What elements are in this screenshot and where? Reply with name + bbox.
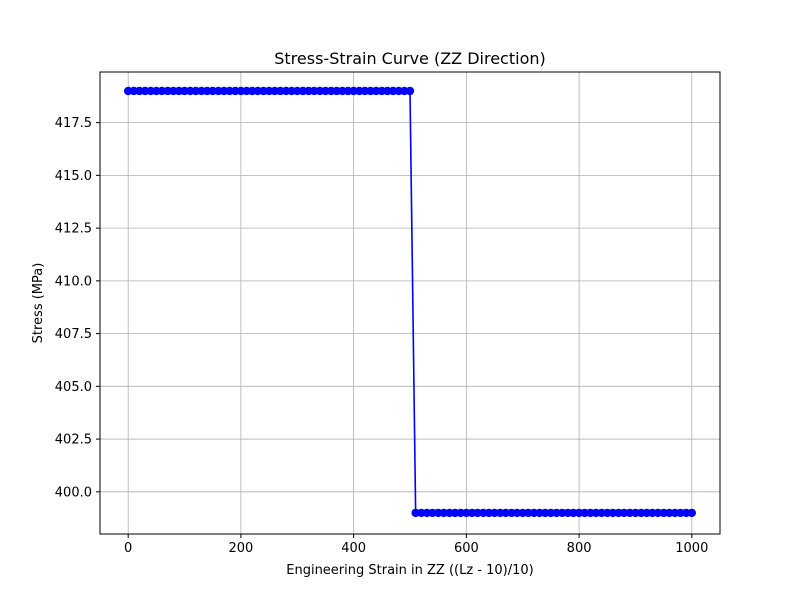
x-tick-label: 0	[124, 541, 132, 556]
y-tick-label: 415.0	[55, 169, 92, 184]
axis-ticks: 0 200 400 600 800 1000 400.0 402.5 405.0 407.5 410…	[55, 116, 709, 556]
x-axis-label: Engineering Strain in ZZ ((Lz - 10)/10)	[286, 563, 533, 578]
y-tick-label: 410.0	[55, 274, 92, 289]
x-tick-label: 400	[341, 541, 366, 556]
y-tick-label: 417.5	[55, 116, 92, 131]
x-tick-label: 800	[567, 541, 592, 556]
y-tick-label: 402.5	[55, 433, 92, 448]
y-tick-label: 407.5	[55, 327, 92, 342]
data-point-marker	[405, 86, 415, 96]
chart-title: Stress-Strain Curve (ZZ Direction)	[274, 49, 546, 68]
x-tick-label: 1000	[675, 541, 708, 556]
plot-area-frame	[99, 71, 721, 535]
x-tick-label: 200	[228, 541, 253, 556]
data-series	[123, 86, 697, 518]
data-point-marker	[687, 508, 697, 518]
y-tick-label: 400.0	[55, 485, 92, 500]
y-axis-label: Stress (MPa)	[31, 263, 46, 344]
x-tick-label: 600	[454, 541, 479, 556]
y-tick-label: 412.5	[55, 222, 92, 237]
y-tick-label: 405.0	[55, 380, 92, 395]
